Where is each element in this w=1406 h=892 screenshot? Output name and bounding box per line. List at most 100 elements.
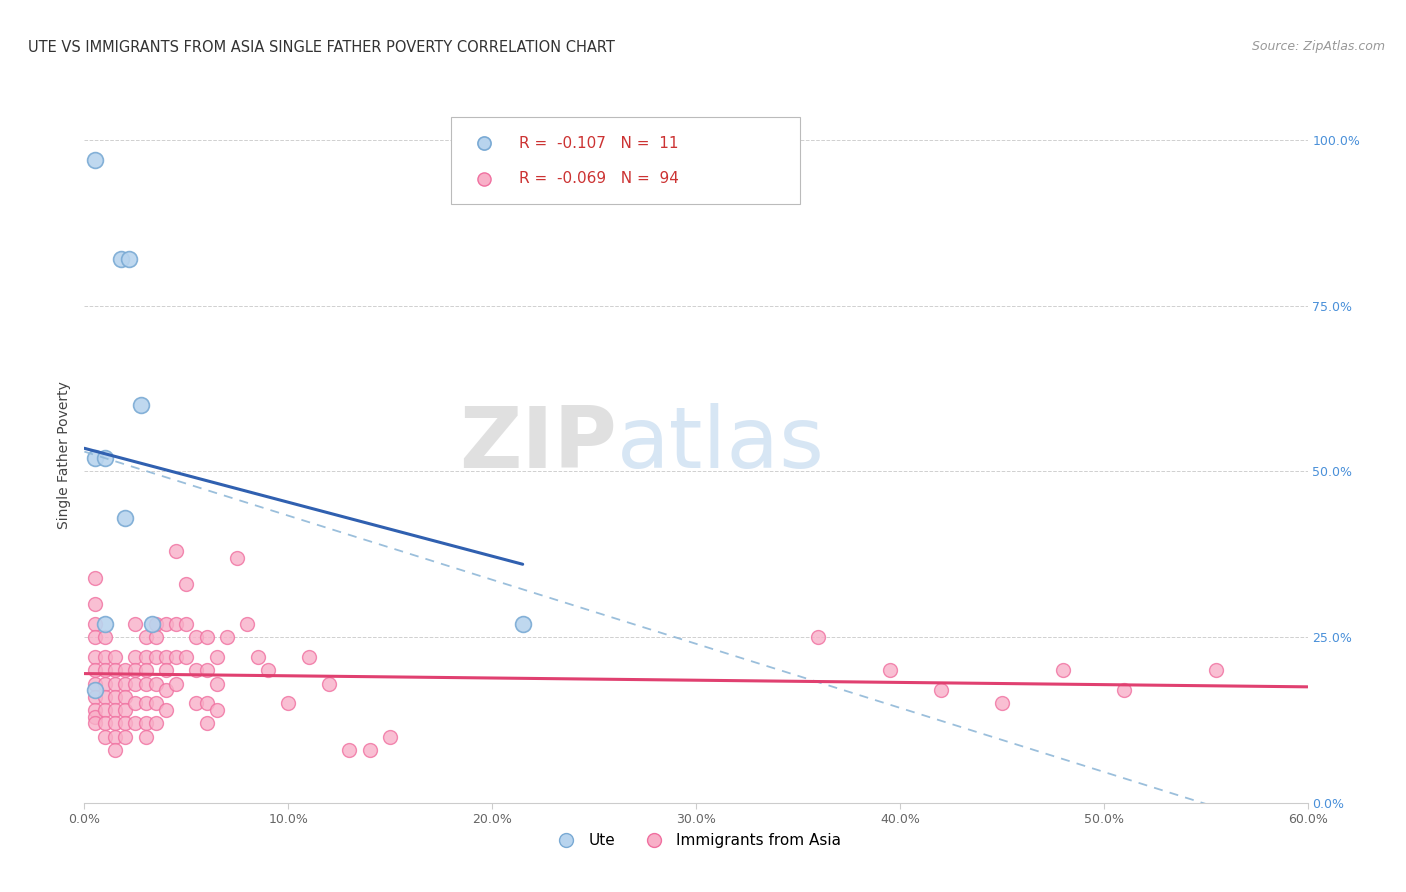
Point	[114, 676, 136, 690]
Point	[83, 690, 105, 704]
Point	[807, 630, 830, 644]
Point	[93, 663, 115, 677]
Point	[93, 451, 115, 466]
Point	[124, 697, 146, 711]
Point	[186, 663, 208, 677]
Point	[226, 550, 249, 565]
Point	[135, 663, 157, 677]
Point	[93, 730, 115, 744]
Legend: Ute, Immigrants from Asia: Ute, Immigrants from Asia	[544, 827, 848, 855]
Point	[145, 630, 167, 644]
Point	[205, 703, 228, 717]
Text: Source: ZipAtlas.com: Source: ZipAtlas.com	[1251, 40, 1385, 54]
Point	[135, 716, 157, 731]
Point	[217, 630, 239, 644]
Point	[991, 697, 1014, 711]
Point	[155, 616, 177, 631]
Point	[124, 650, 146, 665]
Point	[145, 716, 167, 731]
Point	[1114, 683, 1136, 698]
Point	[104, 663, 127, 677]
Point	[165, 676, 187, 690]
Point	[93, 716, 115, 731]
Point	[135, 697, 157, 711]
Text: ZIP: ZIP	[458, 403, 616, 486]
Point	[110, 252, 132, 267]
Point	[114, 730, 136, 744]
Point	[93, 703, 115, 717]
Text: atlas: atlas	[616, 403, 824, 486]
Point	[124, 716, 146, 731]
Point	[104, 690, 127, 704]
Point	[145, 697, 167, 711]
Point	[83, 616, 105, 631]
Point	[124, 676, 146, 690]
Point	[93, 630, 115, 644]
Y-axis label: Single Father Poverty: Single Father Poverty	[58, 381, 72, 529]
Point	[104, 650, 127, 665]
Point	[236, 616, 259, 631]
Point	[83, 153, 105, 167]
Point	[114, 663, 136, 677]
Point	[155, 650, 177, 665]
Point	[83, 570, 105, 584]
Point	[205, 650, 228, 665]
Point	[512, 616, 534, 631]
Point	[277, 697, 299, 711]
Point	[174, 616, 197, 631]
Point	[114, 511, 136, 525]
Point	[114, 703, 136, 717]
Point	[83, 597, 105, 611]
Point	[83, 716, 105, 731]
Point	[195, 697, 218, 711]
Point	[298, 650, 321, 665]
Point	[83, 683, 105, 698]
Point	[174, 650, 197, 665]
Point	[165, 616, 187, 631]
Point	[131, 398, 153, 412]
Text: R =  -0.107   N =  11: R = -0.107 N = 11	[519, 136, 678, 151]
Point	[114, 716, 136, 731]
Point	[1205, 663, 1227, 677]
Point	[124, 663, 146, 677]
Point	[118, 252, 141, 267]
Text: R =  -0.069   N =  94: R = -0.069 N = 94	[519, 171, 679, 186]
Point	[104, 730, 127, 744]
Point	[174, 577, 197, 591]
Point	[195, 630, 218, 644]
Point	[83, 676, 105, 690]
Point	[339, 743, 361, 757]
Point	[141, 616, 163, 631]
Point	[246, 650, 269, 665]
Point	[165, 544, 187, 558]
Point	[135, 650, 157, 665]
Point	[155, 663, 177, 677]
Point	[93, 676, 115, 690]
Point	[135, 630, 157, 644]
Point	[93, 690, 115, 704]
Point	[83, 703, 105, 717]
Point	[205, 676, 228, 690]
Point	[93, 650, 115, 665]
Point	[145, 650, 167, 665]
Point	[380, 730, 402, 744]
Point	[135, 730, 157, 744]
Point	[195, 663, 218, 677]
Point	[257, 663, 280, 677]
Point	[155, 683, 177, 698]
Point	[83, 709, 105, 723]
Point	[155, 703, 177, 717]
Point	[1052, 663, 1074, 677]
Point	[145, 676, 167, 690]
Point	[879, 663, 901, 677]
Point	[83, 650, 105, 665]
Point	[165, 650, 187, 665]
Point	[740, 202, 762, 216]
Point	[740, 168, 762, 182]
Point	[104, 703, 127, 717]
Point	[104, 743, 127, 757]
Point	[359, 743, 381, 757]
Point	[195, 716, 218, 731]
Point	[124, 616, 146, 631]
Point	[929, 683, 952, 698]
